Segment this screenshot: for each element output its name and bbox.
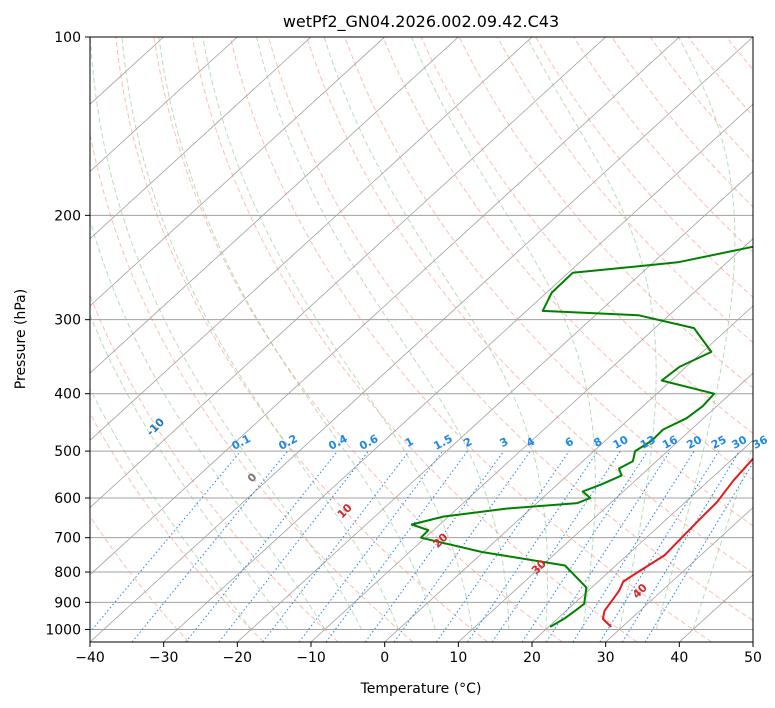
moist-adiabat-line xyxy=(323,37,548,630)
mixing-ratio-line xyxy=(131,450,288,642)
mixing-ratio-label: 25 xyxy=(709,433,729,452)
mixing-ratio-line xyxy=(621,450,740,642)
isotherm-line xyxy=(90,37,312,240)
y-tick-label: 600 xyxy=(54,491,81,507)
dewpoint-profile-line xyxy=(410,245,753,628)
x-tick-label: 40 xyxy=(670,650,688,666)
moist-adiabat-line xyxy=(90,387,252,630)
x-tick-label: 20 xyxy=(523,650,541,666)
isotherm-line xyxy=(163,103,753,642)
x-axis-label: Temperature (°C) xyxy=(360,681,482,697)
moist-adiabat-line xyxy=(526,37,657,630)
moist-adiabat-line xyxy=(655,37,736,630)
isotherm-line xyxy=(531,439,753,642)
moist-adiabat-line xyxy=(256,37,510,630)
moist-adiabat-line xyxy=(158,37,436,630)
chart-title: wetPf2_GN04.2026.002.09.42.C43 xyxy=(283,12,559,32)
moist-adiabat-line xyxy=(202,37,473,630)
dry-adiabat-line xyxy=(191,37,638,642)
mixing-ratio-line xyxy=(185,450,338,642)
isotherm-line xyxy=(90,37,459,374)
dry-adiabat-line xyxy=(344,37,753,527)
isotherm-line xyxy=(90,37,753,642)
moist-adiabat-line xyxy=(90,218,326,630)
moist-adiabat-line xyxy=(90,313,289,630)
x-tick-label: −20 xyxy=(223,650,253,666)
isotherm-line xyxy=(90,37,238,172)
moist-adiabat-line xyxy=(411,37,596,630)
y-tick-label: 200 xyxy=(54,208,81,224)
y-tick-label: 100 xyxy=(54,30,81,46)
isotherm-line xyxy=(90,37,533,441)
dry-adiabat-line xyxy=(90,412,264,642)
mixing-ratio-line xyxy=(262,450,410,642)
isotherm-line xyxy=(90,37,606,509)
x-tick-label: −30 xyxy=(149,650,179,666)
dry-adiabat-line xyxy=(382,37,753,481)
x-tick-label: 0 xyxy=(380,650,389,666)
temperature-profile-line xyxy=(601,457,753,628)
moist-adiabat-line xyxy=(692,443,753,630)
y-tick-label: 500 xyxy=(54,444,81,460)
mixing-ratio-line xyxy=(644,461,753,642)
mixing-ratio-line xyxy=(90,450,242,633)
moist-adiabat-line xyxy=(121,37,399,630)
mixing-ratio-line xyxy=(364,450,505,642)
dry-adiabat-line xyxy=(90,131,414,642)
dry-adiabat-line xyxy=(153,37,563,642)
mixing-ratio-line xyxy=(467,450,599,642)
y-tick-label: 900 xyxy=(54,595,81,611)
isotherm-line xyxy=(90,37,680,576)
y-tick-label: 800 xyxy=(54,565,81,581)
mixing-ratio-line xyxy=(218,450,369,642)
y-tick-label: 1000 xyxy=(45,622,81,638)
isotherm-line xyxy=(90,37,385,307)
x-tick-label: 50 xyxy=(744,650,762,666)
mixing-ratio-label: 20 xyxy=(684,433,704,452)
y-axis-label: Pressure (hPa) xyxy=(13,289,29,389)
x-tick-label: −40 xyxy=(75,650,105,666)
mixing-ratio-line xyxy=(436,450,570,642)
mixing-ratio-line xyxy=(572,450,695,642)
x-tick-label: −10 xyxy=(296,650,326,666)
moist-adiabat-line xyxy=(90,37,363,630)
x-tick-label: 10 xyxy=(449,650,467,666)
y-tick-label: 700 xyxy=(54,531,81,547)
dry-adiabat-line xyxy=(229,37,712,642)
plot-frame xyxy=(89,36,754,643)
mixing-ratio-line xyxy=(599,450,720,642)
dry-adiabat-line xyxy=(420,37,753,435)
dry-adiabat-line xyxy=(306,37,753,574)
isotherm-line xyxy=(384,305,753,642)
mixing-ratio-label: 30 xyxy=(730,433,750,452)
x-tick-label: 30 xyxy=(597,650,615,666)
dry-adiabat-line xyxy=(496,37,753,344)
isotherm-line xyxy=(237,170,753,642)
dry-adiabat-line xyxy=(535,37,753,298)
dry-adiabat-line xyxy=(115,37,488,642)
isotherm-line xyxy=(605,507,753,642)
mixing-ratio-label: 13 xyxy=(638,433,658,452)
y-tick-label: 400 xyxy=(54,387,81,403)
mixing-ratio-label: 10 xyxy=(611,433,631,452)
mixing-ratio-label: 16 xyxy=(660,433,680,452)
dry-adiabat-line xyxy=(268,37,753,622)
isotherm-line xyxy=(458,372,753,642)
y-tick-label: 300 xyxy=(54,313,81,329)
mixing-ratio-label: 36 xyxy=(750,433,770,452)
